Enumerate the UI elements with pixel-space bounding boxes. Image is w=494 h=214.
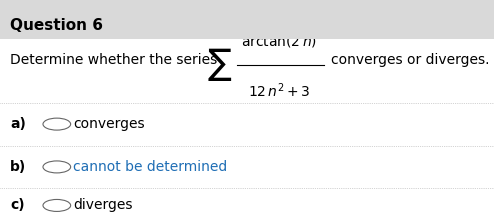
Text: c): c) [10, 198, 25, 213]
Text: b): b) [10, 160, 26, 174]
Text: converges: converges [73, 117, 145, 131]
Text: converges or diverges.: converges or diverges. [331, 53, 490, 67]
Text: cannot be determined: cannot be determined [73, 160, 227, 174]
Text: $12\,n^2 + 3$: $12\,n^2 + 3$ [248, 82, 310, 100]
Text: Determine whether the series: Determine whether the series [10, 53, 217, 67]
Text: Question 6: Question 6 [10, 18, 103, 33]
Text: a): a) [10, 117, 26, 131]
Text: $\sum$: $\sum$ [207, 46, 232, 83]
Text: diverges: diverges [73, 198, 132, 213]
Text: $\mathrm{arctan}(2\,n)$: $\mathrm{arctan}(2\,n)$ [241, 33, 317, 49]
